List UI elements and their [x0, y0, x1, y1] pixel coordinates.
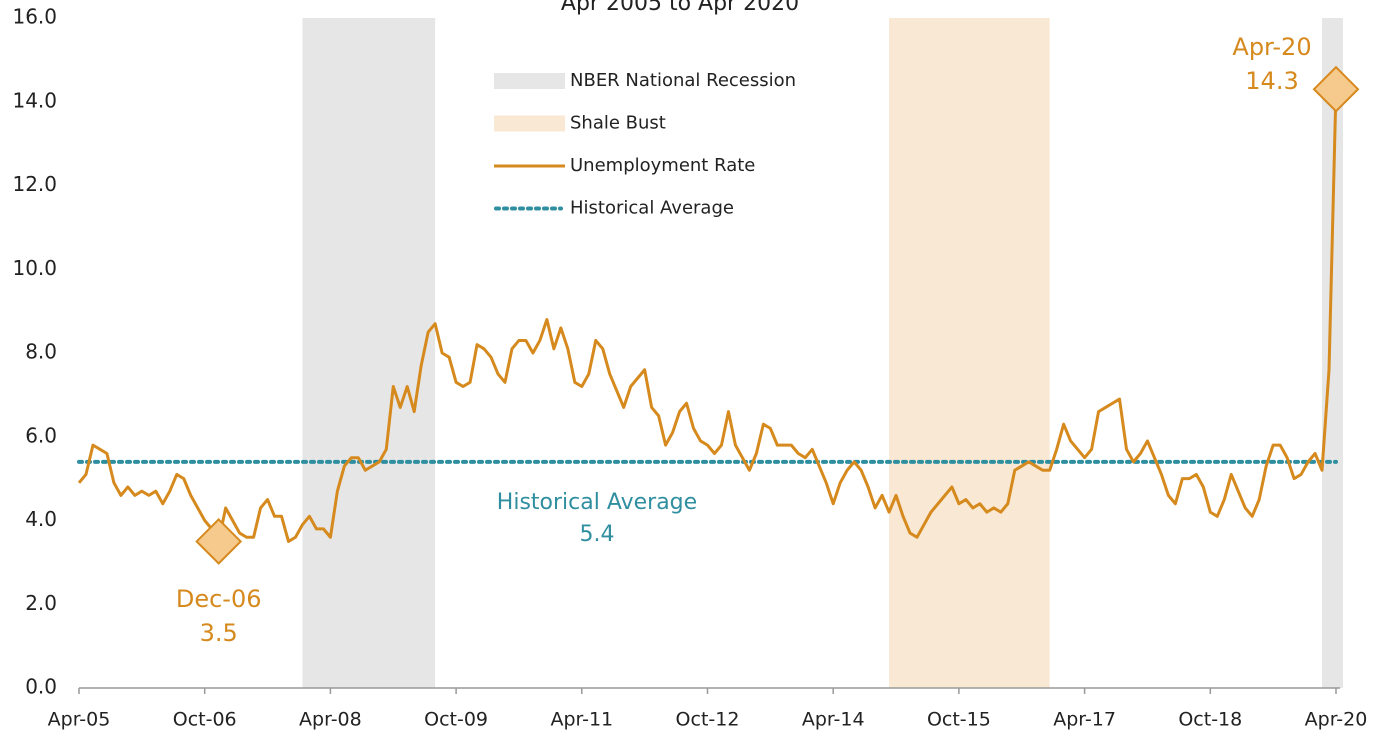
- x-tick-label: Apr-05: [48, 709, 111, 731]
- annotation-value: 14.3: [1245, 67, 1298, 95]
- annotation-value: 3.5: [200, 619, 238, 647]
- y-tick-label: 14.0: [12, 88, 57, 112]
- reference-value: 5.4: [580, 522, 615, 547]
- shaded-region: [889, 18, 1050, 688]
- legend-label: Unemployment Rate: [570, 155, 755, 176]
- y-tick-label: 2.0: [25, 591, 57, 615]
- annotation-label: Apr-20: [1232, 33, 1311, 61]
- x-tick-label: Apr-08: [299, 709, 362, 731]
- annotation-marker: [195, 518, 243, 565]
- y-tick-label: 6.0: [25, 423, 57, 447]
- x-tick-label: Apr-17: [1053, 709, 1116, 731]
- legend-label: Historical Average: [570, 198, 734, 219]
- x-tick-label: Apr-14: [802, 709, 865, 731]
- bands: [302, 18, 1343, 688]
- y-tick-label: 4.0: [25, 507, 57, 531]
- y-tick-label: 12.0: [12, 172, 57, 196]
- legend-swatch: [494, 73, 565, 89]
- legend-label: Shale Bust: [570, 113, 666, 134]
- y-tick-label: 8.0: [25, 340, 57, 364]
- x-tick-label: Oct-09: [424, 709, 488, 731]
- shaded-region: [302, 18, 436, 688]
- legend-swatch: [494, 115, 565, 132]
- reference-label: Historical Average: [497, 490, 697, 515]
- y-tick-label: 10.0: [12, 256, 57, 280]
- series-line: [77, 89, 1338, 543]
- legend-label: NBER National Recession: [570, 70, 796, 91]
- x-tick-label: Oct-15: [927, 709, 991, 731]
- annotation-marker: [1312, 65, 1360, 113]
- shaded-region: [1322, 18, 1343, 688]
- x-tick-label: Oct-12: [676, 709, 740, 731]
- x-tick-label: Oct-06: [173, 709, 237, 731]
- x-tick-label: Oct-18: [1178, 709, 1242, 731]
- chart-title: Apr 2005 to Apr 2020: [561, 0, 799, 16]
- y-tick-label: 16.0: [12, 5, 57, 29]
- annotation-label: Dec-06: [176, 585, 262, 613]
- x-tick-label: Apr-20: [1305, 709, 1368, 731]
- x-tick-label: Apr-11: [550, 709, 613, 731]
- y-tick-label: 0.0: [25, 675, 57, 699]
